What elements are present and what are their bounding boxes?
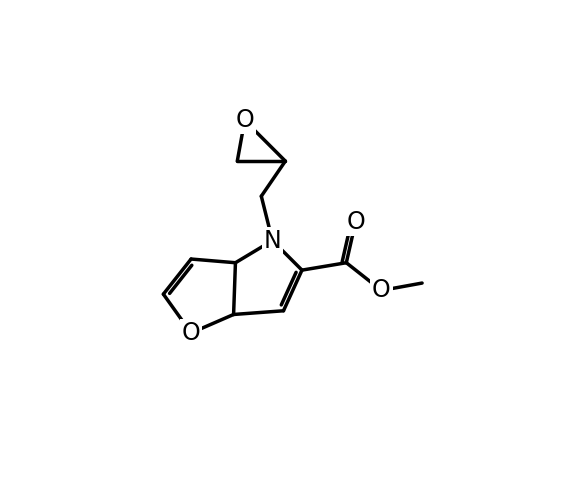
Text: O: O	[182, 321, 200, 345]
Text: O: O	[235, 108, 254, 132]
Text: N: N	[264, 228, 281, 252]
Text: O: O	[372, 278, 391, 302]
Text: O: O	[346, 210, 365, 234]
